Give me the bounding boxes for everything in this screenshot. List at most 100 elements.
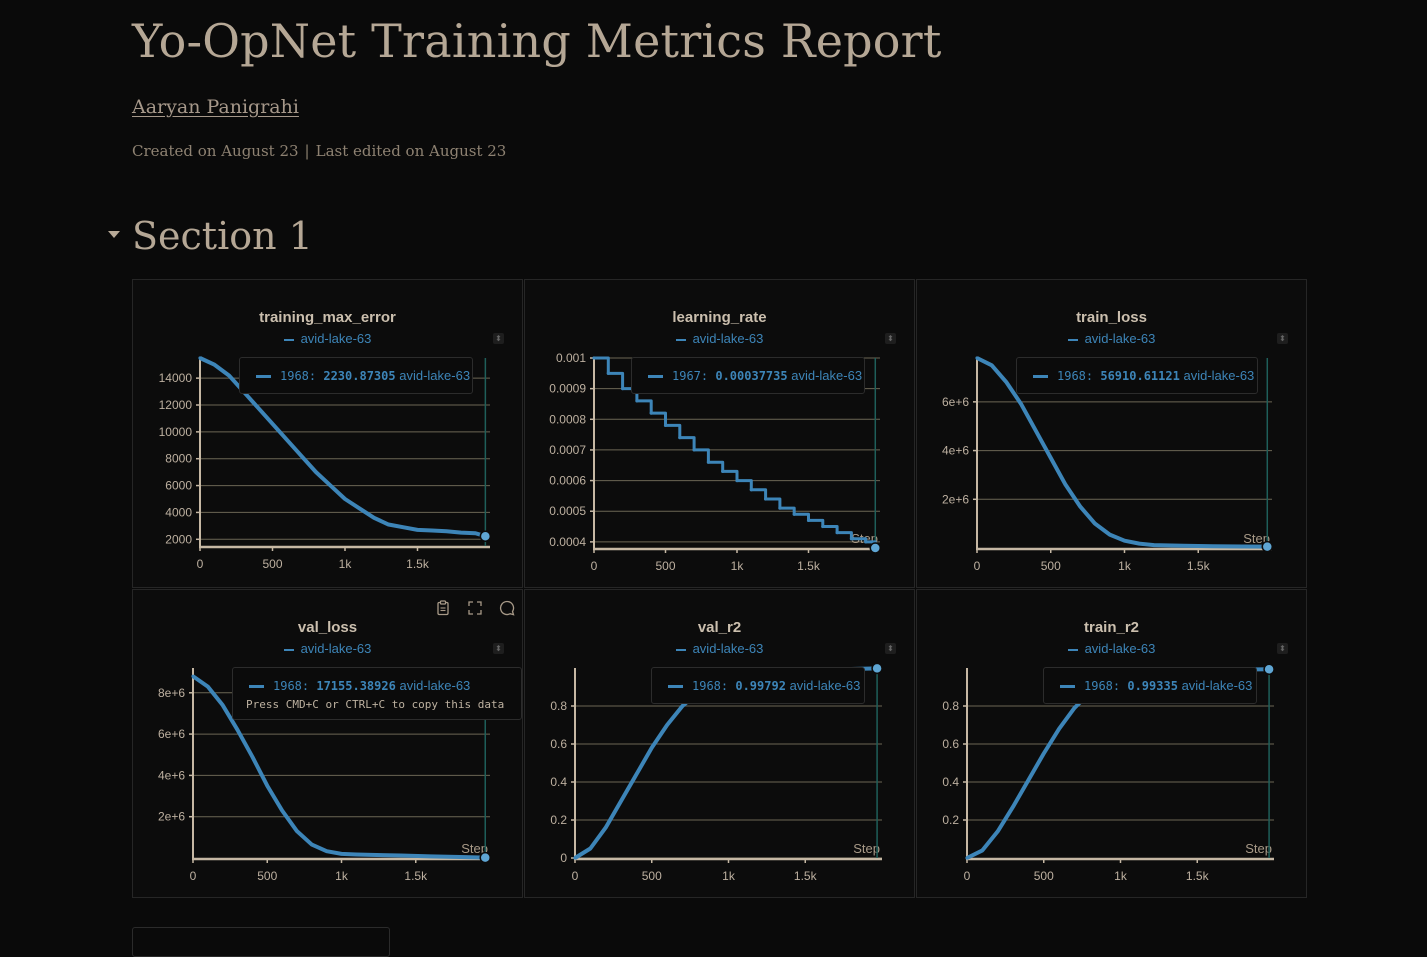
data-point — [401, 525, 405, 529]
data-point — [357, 506, 362, 510]
tooltip-run-name: avid-lake-63 — [399, 678, 471, 693]
panel-legend: avid-lake-63 — [917, 641, 1306, 656]
section-collapse-caret-icon[interactable] — [108, 231, 120, 238]
data-point — [573, 856, 577, 860]
chart-svg[interactable]: 2e+6 4e+6 6e+6 0 500 1k 1.5k Step — [917, 280, 1308, 589]
data-point — [430, 528, 434, 533]
panel-val-r2[interactable]: 0 0.2 0.4 0.6 0.8 0 500 1k 1.5k Step val_r2 avid-… — [524, 589, 915, 898]
data-point — [444, 529, 449, 533]
x-tick-label: 0 — [964, 869, 971, 883]
y-tick-label: 6e+6 — [158, 727, 185, 741]
hover-point-marker — [1263, 663, 1275, 676]
data-point — [280, 808, 284, 813]
y-tick-label: 0.8 — [942, 699, 959, 713]
next-card[interactable] — [132, 927, 390, 957]
data-point — [835, 531, 839, 535]
x-tick-label: 0 — [572, 869, 579, 883]
panel-training-max-error[interactable]: 2000 4000 6000 8000 10000 12000 14000 0 500 1k 1.5… — [132, 279, 523, 588]
tooltip-copy-hint: Press CMD+C or CTRL+C to copy this data — [246, 698, 505, 711]
data-point — [198, 356, 202, 360]
data-point — [429, 854, 433, 858]
sort-handle-icon[interactable]: ⬍ — [1277, 333, 1288, 344]
tooltip-colon: : — [301, 679, 317, 693]
panel-val-loss[interactable]: 2e+6 4e+6 6e+6 8e+6 0 500 1k 1.5k Step val_loss … — [132, 589, 523, 898]
x-tick-label: 1.5k — [797, 559, 821, 573]
data-point — [343, 497, 347, 501]
chart-svg[interactable]: 0 0.2 0.4 0.6 0.8 0 500 1k 1.5k Step — [525, 590, 916, 899]
tooltip-run-name: avid-lake-63 — [789, 678, 861, 693]
data-point — [1152, 543, 1156, 547]
x-tick-label: 1k — [1118, 559, 1132, 573]
y-tick-label: 12000 — [159, 398, 193, 412]
data-point — [372, 516, 376, 520]
x-tick-label: 0 — [197, 557, 204, 571]
data-point — [680, 704, 685, 708]
hover-point-marker — [479, 851, 491, 864]
chart-svg[interactable]: 0.0004 0.0005 0.0006 0.0007 0.0008 0.0009 0.00… — [525, 280, 916, 589]
data-point — [256, 406, 260, 410]
legend-label: avid-lake-63 — [1084, 331, 1156, 346]
y-tick-label: 0.0007 — [549, 443, 586, 457]
x-tick-label: 500 — [262, 557, 282, 571]
chart-svg[interactable]: 2000 4000 6000 8000 10000 12000 14000 0 500 1k 1.5… — [133, 280, 524, 589]
y-tick-label: 0.2 — [942, 813, 959, 827]
tooltip-step: 1968 — [692, 679, 721, 693]
sort-handle-icon[interactable]: ⬍ — [885, 333, 896, 344]
panel-train-loss[interactable]: 2e+6 4e+6 6e+6 0 500 1k 1.5k Step train_loss av… — [916, 279, 1307, 588]
data-point — [458, 855, 462, 859]
tooltip-series-marker — [249, 685, 264, 689]
tooltip-run-name: avid-lake-63 — [1181, 678, 1253, 693]
clipboard-icon[interactable] — [434, 599, 452, 617]
y-tick-label: 4e+6 — [942, 444, 969, 458]
legend-swatch — [283, 338, 294, 341]
edited-date: Last edited on August 23 — [315, 142, 507, 160]
panel-train-r2[interactable]: 0.2 0.4 0.6 0.8 0 500 1k 1.5k Step train_r2 avid… — [916, 589, 1307, 898]
data-point — [1026, 778, 1030, 782]
data-point — [270, 422, 275, 426]
panel-legend: avid-lake-63 — [133, 331, 522, 346]
chart-svg[interactable]: 2e+6 4e+6 6e+6 8e+6 0 500 1k 1.5k Step — [133, 590, 524, 899]
tooltip-value: 2230.87305 — [323, 369, 396, 383]
data-point — [1004, 380, 1009, 384]
x-tick-label: 1.5k — [1187, 559, 1211, 573]
hover-tooltip: 1968: 0.99792 avid-lake-63 — [651, 667, 865, 704]
comment-icon[interactable] — [498, 599, 516, 617]
y-tick-label: 0.0006 — [549, 474, 586, 488]
x-tick-label: 1.5k — [404, 869, 428, 883]
data-point — [386, 522, 391, 527]
hover-point-marker — [871, 662, 883, 675]
chart-svg[interactable]: 0.2 0.4 0.6 0.8 0 500 1k 1.5k Step — [917, 590, 1308, 899]
sort-handle-icon[interactable]: ⬍ — [885, 643, 896, 654]
x-tick-label: 500 — [1034, 869, 1054, 883]
panel-legend: avid-lake-63 — [917, 331, 1306, 346]
sort-handle-icon[interactable]: ⬍ — [1277, 643, 1288, 654]
legend-swatch — [283, 648, 294, 651]
author-link[interactable]: Aaryan Panigrahi — [132, 96, 299, 118]
tooltip-row: 1968: 17155.38926 avid-lake-63 — [249, 678, 470, 693]
panel-title: train_r2 — [1083, 619, 1140, 636]
data-point — [604, 826, 608, 830]
data-point — [1078, 504, 1082, 509]
y-tick-label: 2000 — [165, 532, 192, 546]
data-point — [821, 524, 825, 529]
hover-point-marker — [869, 542, 882, 554]
legend-label: avid-lake-63 — [1084, 641, 1156, 656]
sort-handle-icon[interactable]: ⬍ — [493, 333, 504, 344]
fullscreen-icon[interactable] — [466, 599, 484, 617]
data-point — [1122, 539, 1127, 543]
data-point — [635, 399, 639, 403]
data-point — [980, 848, 984, 852]
panel-learning-rate[interactable]: 0.0004 0.0005 0.0006 0.0007 0.0008 0.0009 0.00… — [524, 279, 915, 588]
legend-swatch — [675, 648, 686, 651]
data-point — [706, 460, 710, 464]
data-point — [864, 540, 868, 544]
data-point — [227, 373, 231, 378]
legend-swatch — [675, 338, 686, 341]
y-tick-label: 14000 — [159, 371, 193, 385]
sort-handle-icon[interactable]: ⬍ — [493, 643, 504, 654]
data-point — [965, 856, 969, 860]
data-point — [1034, 429, 1038, 433]
tooltip-value: 17155.38926 — [316, 679, 396, 693]
x-tick-label: 500 — [655, 559, 675, 573]
data-point — [1240, 544, 1245, 549]
